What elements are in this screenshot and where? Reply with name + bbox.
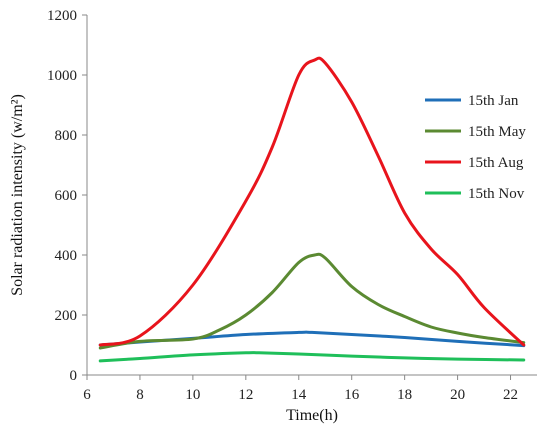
series-line-4 [98, 351, 526, 363]
y-tick-label: 600 [55, 188, 78, 204]
x-tick-label: 16 [344, 387, 360, 403]
series-line-3 [98, 56, 526, 347]
x-tick-label: 10 [185, 387, 200, 403]
y-axis-label: Solar radiation intensity (w/m²) [9, 94, 26, 296]
x-tick-label: 12 [238, 387, 253, 403]
legend-label: 15th Aug [468, 155, 524, 171]
series-line-2 [98, 252, 526, 350]
y-tick-label: 800 [55, 128, 78, 144]
series-lines [98, 56, 526, 363]
x-tick-label: 22 [503, 387, 518, 403]
y-tick-label: 1000 [47, 68, 77, 84]
legend: 15th Jan 15th May 15th Aug 15th Nov [425, 93, 526, 202]
x-tick-label: 20 [450, 387, 465, 403]
x-axis-label: Time(h) [286, 407, 338, 424]
x-tick-label: 14 [291, 387, 307, 403]
x-tick-label: 18 [397, 387, 412, 403]
y-tick-label: 0 [70, 368, 78, 384]
legend-label: 15th May [468, 124, 526, 140]
legend-label: 15th Nov [468, 186, 525, 202]
x-tick-label: 8 [136, 387, 144, 403]
y-tick-label: 1200 [47, 8, 77, 24]
x-tick-label: 6 [83, 387, 91, 403]
legend-label: 15th Jan [468, 93, 519, 109]
y-tick-label: 200 [55, 308, 78, 324]
plot-area: 0 200 400 600 800 1000 1200 6 8 10 12 14 16 18 20 22 [47, 8, 537, 403]
y-tick-label: 400 [55, 248, 78, 264]
